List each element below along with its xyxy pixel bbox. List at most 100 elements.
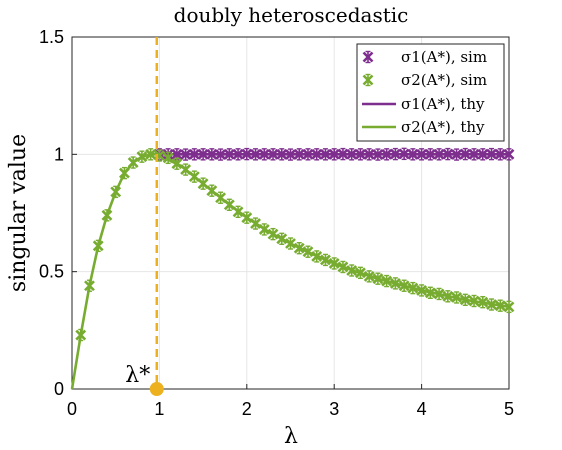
data-point [503,148,515,161]
data-point [363,270,375,283]
x-tick-label: 4 [417,399,427,419]
legend-entry: σ2(A*), sim [362,71,487,89]
data-point [215,148,226,161]
data-point [258,148,270,161]
data-point [293,241,305,255]
y-axis: 0 0.5 1 1.5 [39,27,77,399]
data-point [494,148,506,161]
data-point [407,281,419,295]
data-point [250,148,261,161]
data-point [285,237,296,250]
data-point [442,147,454,161]
data-point [206,184,218,197]
data-point [302,245,314,258]
data-point [389,147,401,161]
data-point [451,148,462,161]
data-point [346,264,358,277]
data-point [92,239,104,253]
legend: σ1(A*), sim σ2(A*), sim σ1(A*), thy σ2(A*),… [356,43,505,142]
lambda-star-marker [149,382,164,396]
legend-entry: σ1(A*), sim [362,48,487,66]
data-point [320,148,331,161]
data-point [468,294,480,308]
legend-label: σ1(A*), sim [401,48,487,66]
data-point [355,266,366,280]
y-tick-label: 1 [54,144,64,164]
data-point [293,148,305,161]
data-point [127,156,139,169]
data-point [398,147,410,161]
data-point [180,148,192,161]
data-point [101,209,113,222]
x-tick-label: 5 [504,399,514,419]
x-tick-label: 0 [67,399,77,419]
legend-box [356,43,505,142]
legend-entry: σ1(A*), thy [362,95,485,113]
data-point [398,279,410,292]
data-point [311,148,323,161]
y-tick-label: 1.5 [39,27,64,47]
data-point [416,284,428,297]
data-point [197,177,209,190]
x-axis: 0 1 2 3 4 5 [67,384,514,419]
data-point [162,151,174,165]
data-point [215,191,226,204]
data-point [468,148,480,161]
data-point [372,272,384,285]
legend-swatch [362,50,374,64]
data-point [486,298,497,311]
data-point [433,287,445,301]
legend-label: σ2(A*), sim [401,71,487,89]
data-point [267,148,279,161]
data-point [494,299,506,312]
data-point [424,148,436,161]
data-point [276,148,288,161]
x-tick-label: 2 [242,399,252,419]
y-axis-label: singular value [6,134,31,292]
plot-area [71,36,510,390]
data-point [188,170,200,183]
legend-entry: σ2(A*), thy [362,118,485,136]
data-point [337,147,349,161]
data-point [75,328,87,342]
data-point [188,148,200,161]
data-point [416,148,428,161]
data-point [477,295,489,309]
data-point [389,277,401,290]
data-point [424,286,436,299]
data-point [276,232,288,246]
lambda-star-label: λ* [125,363,150,388]
data-point [311,250,323,263]
data-point [407,148,419,161]
data-point [302,148,314,161]
series-layer [70,147,515,390]
data-point [145,148,157,161]
data-point [119,166,130,180]
data-point [136,150,148,163]
data-point [241,211,253,224]
data-point [363,148,375,161]
data-point [328,257,340,270]
legend-label: σ2(A*), thy [401,118,485,136]
data-point [477,148,489,161]
data-point [459,293,471,307]
data-point [372,148,384,161]
data-point [267,227,279,241]
x-tick-label: 1 [154,399,164,419]
data-point [206,148,218,161]
data-point [232,205,244,219]
y-tick-label: 0.5 [39,262,64,282]
data-point [355,148,366,161]
data-point [320,253,331,267]
data-point [451,291,462,304]
legend-swatch [362,73,374,87]
data-point [486,147,497,161]
data-point [250,217,261,230]
y-tick-label: 0 [54,379,64,399]
data-point [503,300,515,314]
series-markers [75,148,515,342]
data-point [433,148,445,161]
data-point [197,148,209,161]
data-point [84,279,95,292]
data-point [328,148,340,161]
